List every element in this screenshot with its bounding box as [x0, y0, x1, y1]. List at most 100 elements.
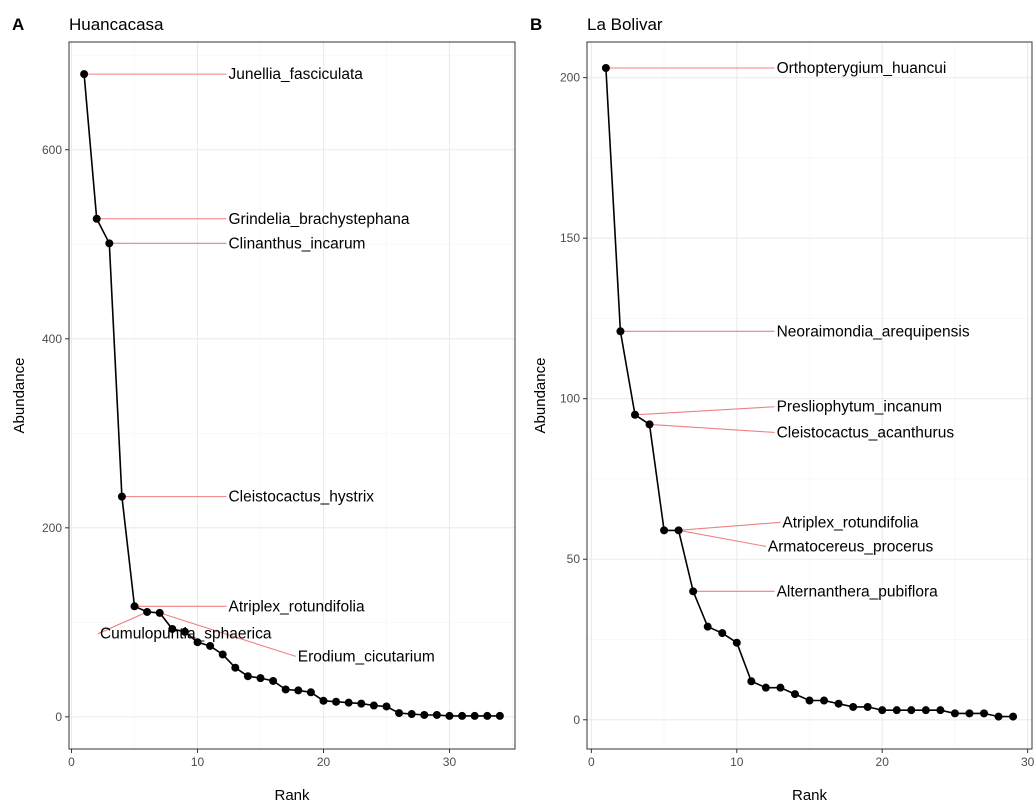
data-point [907, 706, 916, 715]
data-point [80, 70, 89, 79]
leader-line [97, 611, 148, 635]
data-point [921, 706, 930, 715]
y-tick-label: 50 [567, 552, 581, 566]
data-point [645, 420, 654, 429]
species-label: Cleistocactus_hystrix [228, 489, 374, 506]
data-point [206, 641, 215, 650]
data-point [980, 709, 989, 718]
data-point [747, 677, 756, 686]
data-point [319, 696, 328, 705]
data-point [892, 706, 901, 715]
data-point [761, 683, 770, 692]
data-point [193, 638, 202, 647]
species-label: Cleistocactus_acanthurus [777, 424, 955, 441]
species-label: Orthopterygium_huancui [777, 60, 947, 77]
rank-abundance-line [83, 74, 500, 717]
x-tick-label: 0 [588, 755, 595, 769]
leader-line [159, 612, 296, 657]
panel-title: Huancacasa [69, 15, 164, 34]
data-point [432, 710, 441, 719]
leader-line [678, 529, 766, 547]
leader-line [649, 423, 775, 433]
data-point [470, 711, 479, 720]
data-point [256, 674, 265, 683]
y-tick-label: 200 [560, 71, 580, 85]
species-label: Neoraimondia_arequipensis [777, 323, 970, 340]
data-point [117, 492, 126, 501]
label-leaders [605, 67, 781, 592]
data-point [180, 627, 189, 636]
data-point [820, 696, 829, 705]
data-point [407, 710, 416, 719]
species-label: Atriplex_rotundifolia [782, 514, 919, 531]
data-point [369, 701, 378, 710]
y-axis-title: Abundance [11, 358, 28, 434]
data-point [306, 688, 315, 697]
data-point [445, 711, 454, 720]
species-label: Junellia_fasciculata [228, 66, 363, 83]
plot-background [69, 42, 515, 749]
data-point [674, 526, 683, 535]
data-point [936, 706, 945, 715]
panel-a: 0 10 20 30 0 200 400 600 Rank Abundance A Huancacas… [11, 15, 516, 804]
data-point [92, 214, 101, 223]
y-axis-title: Abundance [532, 358, 549, 434]
plot-frame [586, 41, 1033, 750]
panel-letter: A [12, 15, 24, 34]
data-point [395, 709, 404, 718]
data-point [344, 698, 353, 707]
species-label: Atriplex_rotundifolia [228, 598, 365, 615]
data-point [790, 690, 799, 699]
data-point [878, 706, 887, 715]
x-tick-label: 0 [68, 755, 75, 769]
data-point [105, 239, 114, 248]
species-label: Grindelia_brachystephana [228, 211, 409, 228]
x-tick-label: 20 [317, 755, 331, 769]
data-point [243, 672, 252, 681]
data-point [357, 699, 366, 708]
data-point [660, 526, 669, 535]
data-point [703, 622, 712, 631]
species-label: Presliophytum_incanum [777, 399, 942, 416]
data-point [689, 587, 698, 596]
data-point [458, 711, 467, 720]
data-point [776, 683, 785, 692]
data-point [994, 712, 1003, 721]
x-axis-title: Rank [274, 787, 310, 804]
data-point [601, 64, 610, 73]
data-point [616, 327, 625, 336]
data-point [382, 702, 391, 711]
leader-line [634, 406, 775, 416]
data-point [168, 624, 177, 633]
x-tick-label: 30 [1021, 755, 1035, 769]
panel-letter: B [530, 15, 542, 34]
data-point [420, 710, 429, 719]
data-point [950, 709, 959, 718]
data-point [805, 696, 814, 705]
data-point [269, 676, 278, 685]
y-tick-label: 0 [55, 710, 62, 724]
leader-line [678, 521, 781, 531]
data-point [849, 702, 858, 711]
data-point [732, 638, 741, 647]
data-point [630, 410, 639, 419]
data-point [332, 697, 341, 706]
data-point [281, 685, 290, 694]
data-point [143, 607, 152, 616]
y-tick-label: 100 [560, 392, 580, 406]
data-point [130, 602, 139, 611]
x-tick-label: 30 [443, 755, 457, 769]
data-point [834, 699, 843, 708]
species-label: Cumulopuntia_sphaerica [100, 626, 272, 643]
data-point [218, 650, 227, 659]
data-point [495, 711, 504, 720]
data-point [718, 629, 727, 638]
data-point [965, 709, 974, 718]
species-label: Armatocereus_procerus [768, 538, 934, 555]
panel-title: La Bolivar [587, 15, 663, 34]
plot-frame [68, 41, 516, 750]
x-tick-label: 10 [191, 755, 205, 769]
data-point [483, 711, 492, 720]
species-label: Clinanthus_incarum [228, 235, 365, 252]
